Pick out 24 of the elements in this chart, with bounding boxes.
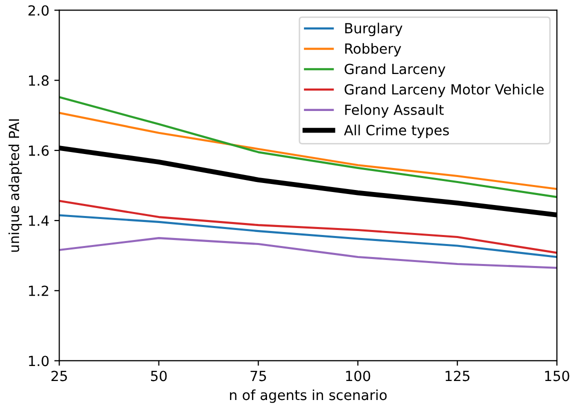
y-tick-label: 1.4: [28, 216, 49, 226]
line-series: [59, 200, 557, 254]
legend-label: Burglary: [345, 22, 402, 36]
legend-label: Felony Assault: [345, 104, 444, 118]
y-tick-label: 1.6: [28, 145, 49, 156]
x-axis-title: n of agents in scenario: [230, 389, 387, 403]
legend-label: Grand Larceny Motor Vehicle: [344, 84, 544, 98]
legend-label: All Crime types: [344, 124, 449, 138]
y-axis-title: unique adapted PAI: [8, 119, 22, 252]
line-series: [59, 237, 557, 269]
y-tick-label: 1.8: [28, 75, 49, 86]
x-tick-label: 25: [51, 370, 67, 382]
x-tick-label: 75: [250, 370, 266, 382]
legend-label: Robbery: [345, 43, 402, 57]
x-tick-label: 125: [446, 370, 470, 382]
line-series: [59, 96, 557, 198]
x-tick-label: 50: [151, 370, 167, 382]
y-tick-label: 1.0: [28, 356, 49, 366]
line-series: [59, 214, 557, 258]
y-tick-label: 2.0: [28, 5, 49, 16]
x-tick-label: 150: [545, 370, 570, 382]
x-tick-label: 100: [346, 370, 370, 382]
y-tick-label: 1.2: [28, 286, 48, 296]
legend-label: Grand Larceny: [344, 64, 446, 77]
